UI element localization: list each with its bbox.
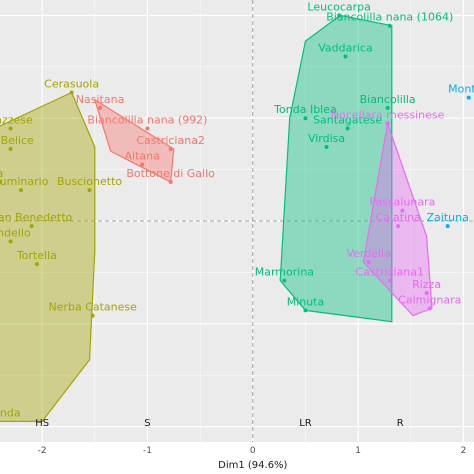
group-axis-label: HS <box>35 418 49 429</box>
grid <box>0 0 474 442</box>
data-point <box>385 105 390 110</box>
hull-r <box>362 123 433 317</box>
point-label: Castriciana2 <box>136 134 205 147</box>
x-tick-label: -1 <box>143 446 152 456</box>
data-point <box>98 105 103 110</box>
point-label: Nasitana <box>76 93 125 106</box>
point-label: Castriciana1 <box>355 266 424 279</box>
point-label: Virdisa <box>308 132 345 145</box>
group-axis-label: LR <box>299 418 312 429</box>
point-label: Minuta <box>287 295 325 308</box>
data-point <box>87 188 92 193</box>
x-tick-labels: -2 -1 0 1 2 <box>38 446 467 456</box>
data-point <box>366 260 371 265</box>
data-point <box>19 188 24 193</box>
data-point <box>303 116 308 121</box>
data-point <box>343 54 348 59</box>
point-label: Aitana <box>125 149 160 162</box>
point-label: Nocellara messinese <box>331 108 445 121</box>
data-point <box>140 162 145 167</box>
data-point <box>337 13 342 18</box>
point-label: Tonda Iblea <box>273 103 337 116</box>
data-point <box>303 308 308 313</box>
point-labels: Cerasuola dazzese ei Belice aLuminario Busci… <box>0 0 474 419</box>
point-label: Zaituna <box>426 211 468 224</box>
data-point <box>282 278 287 283</box>
hull-hs <box>0 91 96 422</box>
data-point <box>8 126 13 131</box>
point-label: Cerasuola <box>44 78 99 91</box>
data-point <box>0 179 2 184</box>
point-label: Bottone di Gallo <box>126 167 215 180</box>
hull-lr <box>279 14 393 323</box>
data-point <box>396 224 401 229</box>
x-tick-label: 2 <box>461 446 467 456</box>
point-label: Biancolilla <box>360 93 416 106</box>
x-tick-label: 1 <box>355 446 361 456</box>
point-label: Buscionetto <box>57 175 122 188</box>
data-point <box>90 313 95 318</box>
point-label: Gioconda <box>0 406 21 419</box>
data-point <box>69 90 74 95</box>
point-label: Biancolilla nana (992) <box>87 113 207 126</box>
point-label: Vaddarica <box>318 42 372 55</box>
data-point <box>8 239 13 244</box>
data-point <box>345 126 350 131</box>
point-label: Leucocarpa <box>307 0 371 13</box>
data-point <box>387 278 392 283</box>
data-points <box>0 13 471 318</box>
data-point <box>445 224 450 229</box>
data-point <box>145 126 150 131</box>
data-point <box>424 290 429 295</box>
data-point <box>168 179 173 184</box>
data-point <box>427 306 432 311</box>
group-axis-label: R <box>397 418 404 429</box>
data-point <box>385 121 390 126</box>
point-label: Santagatese <box>313 113 382 126</box>
point-label: Nerba Catanese <box>48 301 137 314</box>
point-label: Verdella <box>346 247 390 260</box>
point-label: Marmorina <box>255 266 314 279</box>
data-point <box>34 262 39 267</box>
point-label: Luminario <box>0 175 49 188</box>
group-axis-labels: HS S LR R <box>35 418 404 429</box>
data-point <box>29 224 34 229</box>
point-label: Calatina <box>376 211 421 224</box>
data-point <box>466 95 471 100</box>
point-label: Calmignara <box>398 293 461 306</box>
data-point <box>387 23 392 28</box>
point-label: Monton <box>448 83 474 96</box>
point-label: ei Belice <box>0 134 34 147</box>
point-label: dazzese <box>0 113 33 126</box>
x-axis-title: Dim1 (94.6%) <box>218 460 287 471</box>
x-tick-label: -2 <box>38 446 47 456</box>
data-point <box>168 147 173 152</box>
point-label: Biancolilla nana (1064) <box>326 11 453 24</box>
point-label: Passalunara <box>369 196 435 209</box>
data-point <box>324 144 329 149</box>
point-label: San Benedetto <box>0 211 73 224</box>
data-point <box>400 208 405 213</box>
point-label: Rizza <box>412 278 441 291</box>
x-tick-label: 0 <box>250 446 256 456</box>
data-point <box>8 147 13 152</box>
point-label: a <box>0 167 3 180</box>
point-label: Tortella <box>16 249 57 262</box>
group-hulls <box>0 14 433 422</box>
group-axis-label: S <box>144 418 150 429</box>
